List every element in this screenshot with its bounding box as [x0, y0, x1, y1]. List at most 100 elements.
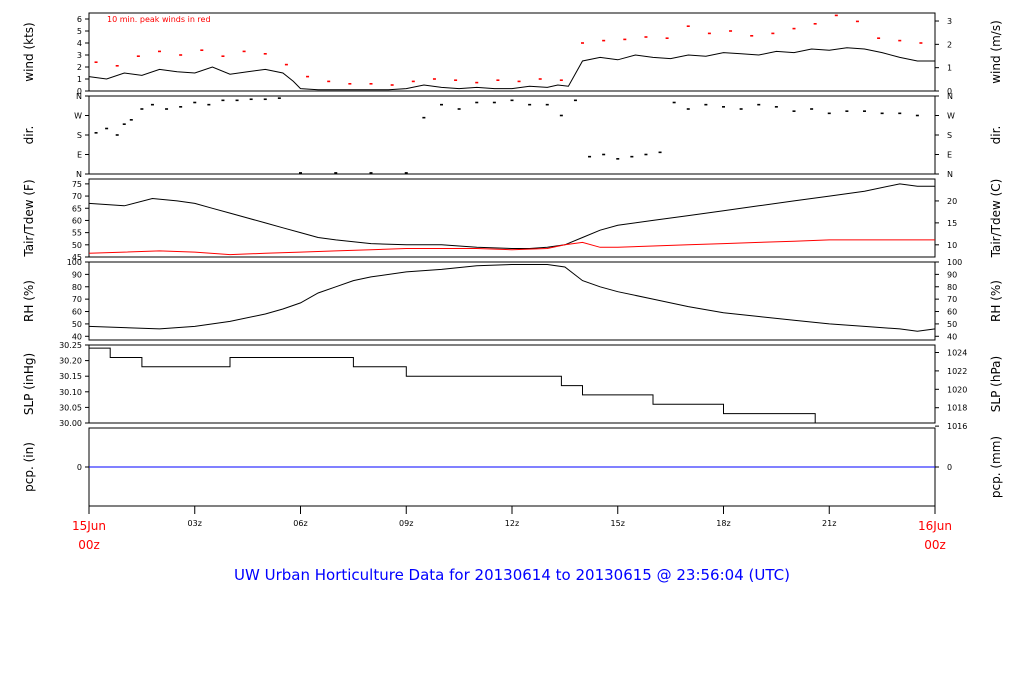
- tick-label: 15: [947, 219, 957, 228]
- data-point: [722, 106, 725, 108]
- tick-label: 5: [77, 27, 82, 36]
- tick-label: 1024: [947, 348, 967, 357]
- tick-label: N: [76, 92, 82, 101]
- tick-label: 1018: [947, 404, 967, 413]
- data-point: [299, 172, 302, 174]
- data-point: [327, 80, 331, 83]
- panel-frame: [88, 95, 936, 175]
- data-point: [115, 65, 119, 67]
- data-point: [263, 53, 267, 55]
- data-point: [813, 23, 817, 25]
- data-point: [559, 79, 563, 81]
- data-point: [454, 79, 458, 81]
- y-axis-label-right: SLP (hPa): [989, 356, 1003, 412]
- series-line-air_temp_F: [88, 183, 935, 249]
- tick-label: 2: [947, 40, 952, 49]
- tick-label: 4: [77, 39, 82, 48]
- tick-label: 0: [77, 87, 82, 96]
- data-point: [207, 103, 211, 106]
- x-start-time: 00z: [78, 538, 100, 552]
- tick-label: N: [947, 170, 953, 179]
- data-point: [915, 114, 919, 117]
- data-point: [422, 116, 426, 119]
- tick-label: 60: [72, 308, 82, 317]
- tick-label: W: [947, 112, 955, 121]
- data-point: [475, 101, 479, 104]
- tick-label: 40: [72, 332, 82, 341]
- data-point: [686, 25, 690, 27]
- data-point: [158, 50, 161, 53]
- y-axis-label-left: wind (kts): [22, 22, 36, 81]
- data-point: [140, 108, 144, 110]
- data-point: [221, 55, 225, 57]
- data-point: [411, 80, 415, 83]
- x-tick-label: 21z: [822, 519, 836, 528]
- panel-pcp: [85, 427, 939, 507]
- data-point: [739, 108, 743, 110]
- tick-label: 0: [947, 87, 952, 96]
- data-point: [834, 14, 838, 17]
- x-start-date: 15Jun: [72, 519, 106, 533]
- data-point: [810, 108, 814, 110]
- data-point: [707, 32, 711, 35]
- data-point: [845, 110, 849, 112]
- tick-label: 100: [67, 258, 82, 267]
- data-point: [165, 108, 169, 110]
- data-point: [369, 172, 373, 174]
- data-point: [306, 75, 310, 78]
- data-point: [115, 134, 119, 136]
- data-point: [249, 98, 253, 101]
- y-axis-label-left: RH (%): [22, 280, 36, 322]
- data-point: [704, 103, 708, 106]
- data-point: [630, 155, 634, 158]
- tick-label: E: [77, 151, 82, 160]
- panel-rh: [85, 261, 939, 341]
- data-point: [538, 78, 542, 80]
- tick-label: 10: [947, 241, 957, 250]
- tick-label: 100: [947, 258, 962, 267]
- data-point: [573, 99, 577, 102]
- tick-label: 1: [947, 64, 952, 73]
- panel-frame: [88, 261, 936, 341]
- y-axis-label-right: Tair/Tdew (C): [989, 179, 1003, 259]
- tick-label: 50: [72, 241, 82, 250]
- tick-label: 70: [947, 295, 957, 304]
- tick-label: 80: [947, 283, 957, 292]
- tick-label: 1020: [947, 385, 967, 394]
- tick-label: 20: [947, 197, 957, 206]
- y-axis-label-right: wind (m/s): [989, 20, 1003, 84]
- tick-label: S: [77, 131, 82, 140]
- annotation: 10 min. peak winds in red: [107, 15, 211, 24]
- x-tick-label: 09z: [399, 519, 413, 528]
- data-point: [827, 112, 831, 115]
- tick-label: 30.10: [59, 388, 82, 397]
- data-point: [729, 30, 733, 32]
- tick-label: 1: [77, 75, 82, 84]
- series-line-relative_humidity_pct: [88, 264, 936, 332]
- tick-label: 1022: [947, 367, 967, 376]
- tick-label: 60: [72, 216, 82, 225]
- tick-label: 90: [947, 270, 957, 279]
- x-tick-label: 06z: [293, 519, 307, 528]
- data-point: [193, 101, 197, 104]
- data-point: [94, 132, 98, 134]
- data-point: [774, 106, 778, 108]
- chart-title: UW Urban Horticulture Data for 20130614 …: [234, 566, 790, 584]
- data-point: [588, 155, 592, 158]
- x-tick-label: 03z: [188, 519, 202, 528]
- tick-label: 3: [77, 51, 82, 60]
- data-point: [528, 103, 532, 106]
- data-point: [616, 158, 620, 160]
- data-point: [510, 99, 514, 102]
- panel-frame: [88, 178, 936, 258]
- data-point: [496, 79, 500, 81]
- data-point: [559, 114, 563, 117]
- x-end-date: 16Jun: [918, 519, 952, 533]
- data-point: [242, 50, 246, 53]
- data-point: [658, 151, 662, 154]
- series-line-wind_speed_kts: [88, 47, 935, 91]
- data-point: [919, 42, 923, 44]
- tick-label: 90: [72, 270, 82, 279]
- data-point: [545, 103, 549, 106]
- panel-frame: [88, 12, 936, 92]
